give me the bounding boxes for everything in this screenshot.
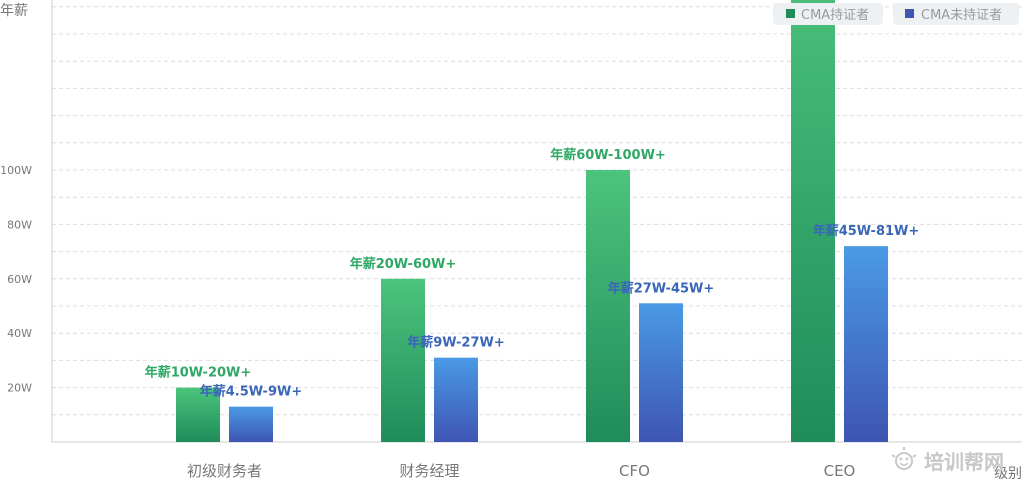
legend-item-cma-holder[interactable]: CMA持证者 bbox=[773, 3, 883, 25]
bar-cma-holder bbox=[586, 170, 630, 442]
legend-item-bg bbox=[893, 3, 1019, 25]
category-label: CEO bbox=[824, 462, 856, 479]
legend-label: CMA未持证者 bbox=[921, 8, 1002, 23]
y-tick-label: 80W bbox=[7, 218, 32, 231]
legend-item-non-holder[interactable]: CMA未持证者 bbox=[893, 3, 1019, 25]
data-label: 年薪4.5W-9W+ bbox=[200, 384, 302, 400]
legend-swatch bbox=[905, 9, 914, 18]
data-labels: 年薪10W-20W+ 年薪4.5W-9W+ 年薪20W-60W+ 年薪9W-27W+ 年… bbox=[145, 147, 920, 400]
legend-label: CMA持证者 bbox=[801, 8, 869, 23]
data-label: 年薪9W-27W+ bbox=[407, 335, 505, 351]
category-label: 初级财务者 bbox=[187, 462, 262, 479]
legend-swatch bbox=[786, 9, 795, 18]
bar-cma-holder bbox=[381, 278, 425, 442]
y-tick-labels: 20W40W60W80W100W180W bbox=[0, 164, 32, 395]
y-tick-label: 20W bbox=[7, 382, 32, 395]
data-label: 年薪10W-20W+ bbox=[145, 365, 252, 381]
data-label: 年薪27W-45W+ bbox=[608, 280, 715, 296]
y-tick-label: 40W bbox=[7, 327, 32, 340]
x-axis-title: 级别 bbox=[994, 466, 1022, 479]
watermark-text: 培训帮网 bbox=[924, 450, 1004, 474]
data-label: 年薪45W-81W+ bbox=[813, 223, 920, 239]
bar-non-holder bbox=[844, 246, 888, 442]
data-label: 年薪20W-60W+ bbox=[350, 256, 457, 272]
legend[interactable]: CMA持证者 CMA未持证者 bbox=[773, 3, 1019, 25]
y-axis-title: 年薪 bbox=[0, 3, 28, 19]
sun-face-icon bbox=[891, 447, 917, 470]
bar-non-holder bbox=[229, 406, 273, 442]
bar-non-holder bbox=[434, 357, 478, 442]
bar-non-holder bbox=[639, 303, 683, 442]
bar-cma-holder bbox=[791, 0, 835, 443]
data-label: 年薪60W-100W+ bbox=[550, 147, 666, 163]
y-tick-label: 100W bbox=[0, 164, 32, 177]
grid-lines bbox=[52, 6, 1022, 416]
legend-item-bg bbox=[773, 3, 883, 25]
y-tick-label: 60W bbox=[7, 273, 32, 286]
category-label: CFO bbox=[619, 462, 650, 479]
bar-cma-holder bbox=[176, 387, 220, 442]
category-label: 财务经理 bbox=[399, 462, 459, 479]
bars bbox=[176, 0, 888, 443]
watermark: 培训帮网 bbox=[891, 447, 1004, 474]
category-labels: 初级财务者 财务经理 CFO CEO bbox=[187, 462, 855, 479]
